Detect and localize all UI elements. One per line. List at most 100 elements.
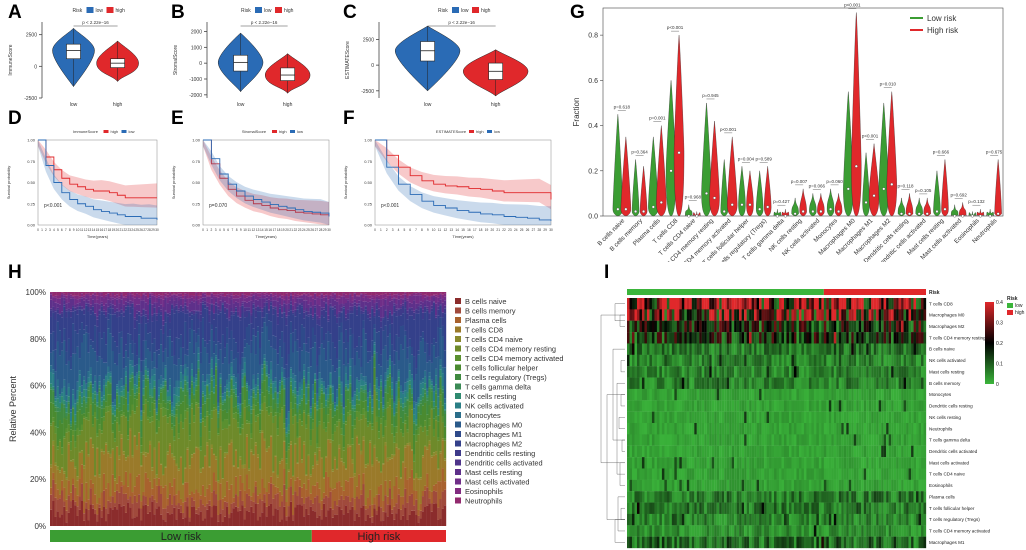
bar-segment (355, 395, 359, 400)
bar-segment (133, 386, 136, 394)
bar-segment (285, 520, 288, 526)
bar-segment (120, 416, 123, 435)
bar-segment (375, 392, 378, 395)
bar-segment (333, 415, 337, 425)
bar-segment (305, 489, 308, 498)
bar-segment (272, 399, 275, 410)
y-tick-label: 0.0 (588, 214, 598, 221)
heatmap-cell (684, 320, 687, 333)
bar-segment (285, 378, 288, 419)
bar-segment (206, 386, 209, 399)
bar-segment (298, 303, 301, 305)
bar-segment (322, 317, 326, 341)
bar-segment (311, 319, 315, 328)
pvalue-label: p<0.001 (862, 134, 879, 139)
bar-segment (157, 427, 161, 442)
heatmap-cell (634, 343, 638, 355)
bar-segment (424, 306, 427, 313)
bar-segment (168, 292, 172, 297)
bar-segment (89, 488, 92, 505)
bar-segment (179, 305, 183, 307)
bar-segment (263, 358, 266, 362)
bar-segment (69, 311, 73, 318)
bar-segment (83, 380, 86, 390)
bar-segment (113, 292, 117, 296)
bar-segment (402, 410, 405, 423)
legend-swatch-high (106, 7, 114, 13)
bar-segment (270, 412, 273, 436)
bar-segment (272, 294, 275, 297)
bar-segment (83, 513, 86, 521)
y-tick-label: 0.8 (588, 33, 598, 40)
heatmap-cell (791, 343, 795, 355)
heatmap-cell (751, 309, 755, 321)
bar-segment (316, 517, 319, 526)
heatmap-cell (627, 298, 630, 310)
bar-segment (424, 376, 427, 384)
x-tick-label: 23 (298, 228, 302, 232)
bar-segment (58, 420, 62, 440)
bar-segment (252, 379, 255, 389)
heatmap-cell (674, 298, 677, 310)
bar-segment (116, 408, 119, 418)
bar-segment (96, 394, 99, 403)
x-tick-label: 20 (491, 228, 495, 232)
bar-segment (388, 301, 392, 311)
heatmap-cell (883, 309, 887, 321)
bar-segment (384, 392, 387, 409)
bar-segment (234, 308, 238, 312)
bar-segment (351, 358, 354, 398)
bar-segment (184, 418, 187, 468)
bar-segment (314, 373, 317, 375)
heatmap-cell (666, 320, 670, 333)
heatmap-cell (778, 309, 782, 321)
bar-segment (325, 302, 328, 304)
bar-segment (96, 295, 99, 300)
heatmap-cell (681, 309, 685, 321)
bar-segment (298, 295, 301, 297)
bar-segment (399, 429, 403, 433)
bar-segment (435, 384, 438, 391)
bar-segment (437, 356, 440, 389)
x-tick-label: 6 (61, 228, 63, 232)
bar-segment (193, 292, 196, 296)
bar-segment (402, 462, 405, 497)
bar-segment (355, 404, 359, 412)
heatmap-cell (669, 343, 672, 355)
heatmap-cell (689, 298, 692, 310)
bar-segment (160, 514, 163, 526)
bar-segment (179, 505, 183, 513)
bar-segment (272, 416, 275, 423)
bar-segment (342, 364, 345, 408)
x-tick-label: 27 (143, 228, 147, 232)
bar-segment (415, 441, 418, 474)
bar-segment (96, 292, 99, 296)
bar-segment (437, 295, 440, 298)
bar-segment (388, 293, 392, 296)
bar-segment (175, 380, 178, 387)
heatmap-cell (853, 320, 857, 333)
bar-segment (219, 396, 222, 404)
bar-segment (171, 513, 174, 526)
bar-segment (153, 449, 156, 479)
bar-segment (410, 374, 414, 378)
bar-segment (263, 438, 266, 441)
violin-high (817, 193, 825, 217)
bar-segment (234, 382, 238, 389)
bar-segment (371, 522, 374, 526)
bar-segment (175, 463, 178, 466)
bar-segment (197, 304, 200, 311)
bar-segment (391, 424, 394, 434)
bar-segment (228, 444, 231, 490)
bar-segment (358, 305, 361, 307)
bar-segment (294, 316, 297, 330)
bar-segment (116, 292, 119, 295)
bar-segment (267, 309, 271, 311)
bar-segment (265, 376, 268, 391)
legend-label: Dendritic cells activated (465, 459, 543, 468)
bar-segment (100, 311, 103, 339)
x-tick-label: 21 (496, 228, 500, 232)
median-point (677, 151, 681, 155)
bar-segment (261, 327, 264, 333)
bar-segment (373, 299, 376, 304)
